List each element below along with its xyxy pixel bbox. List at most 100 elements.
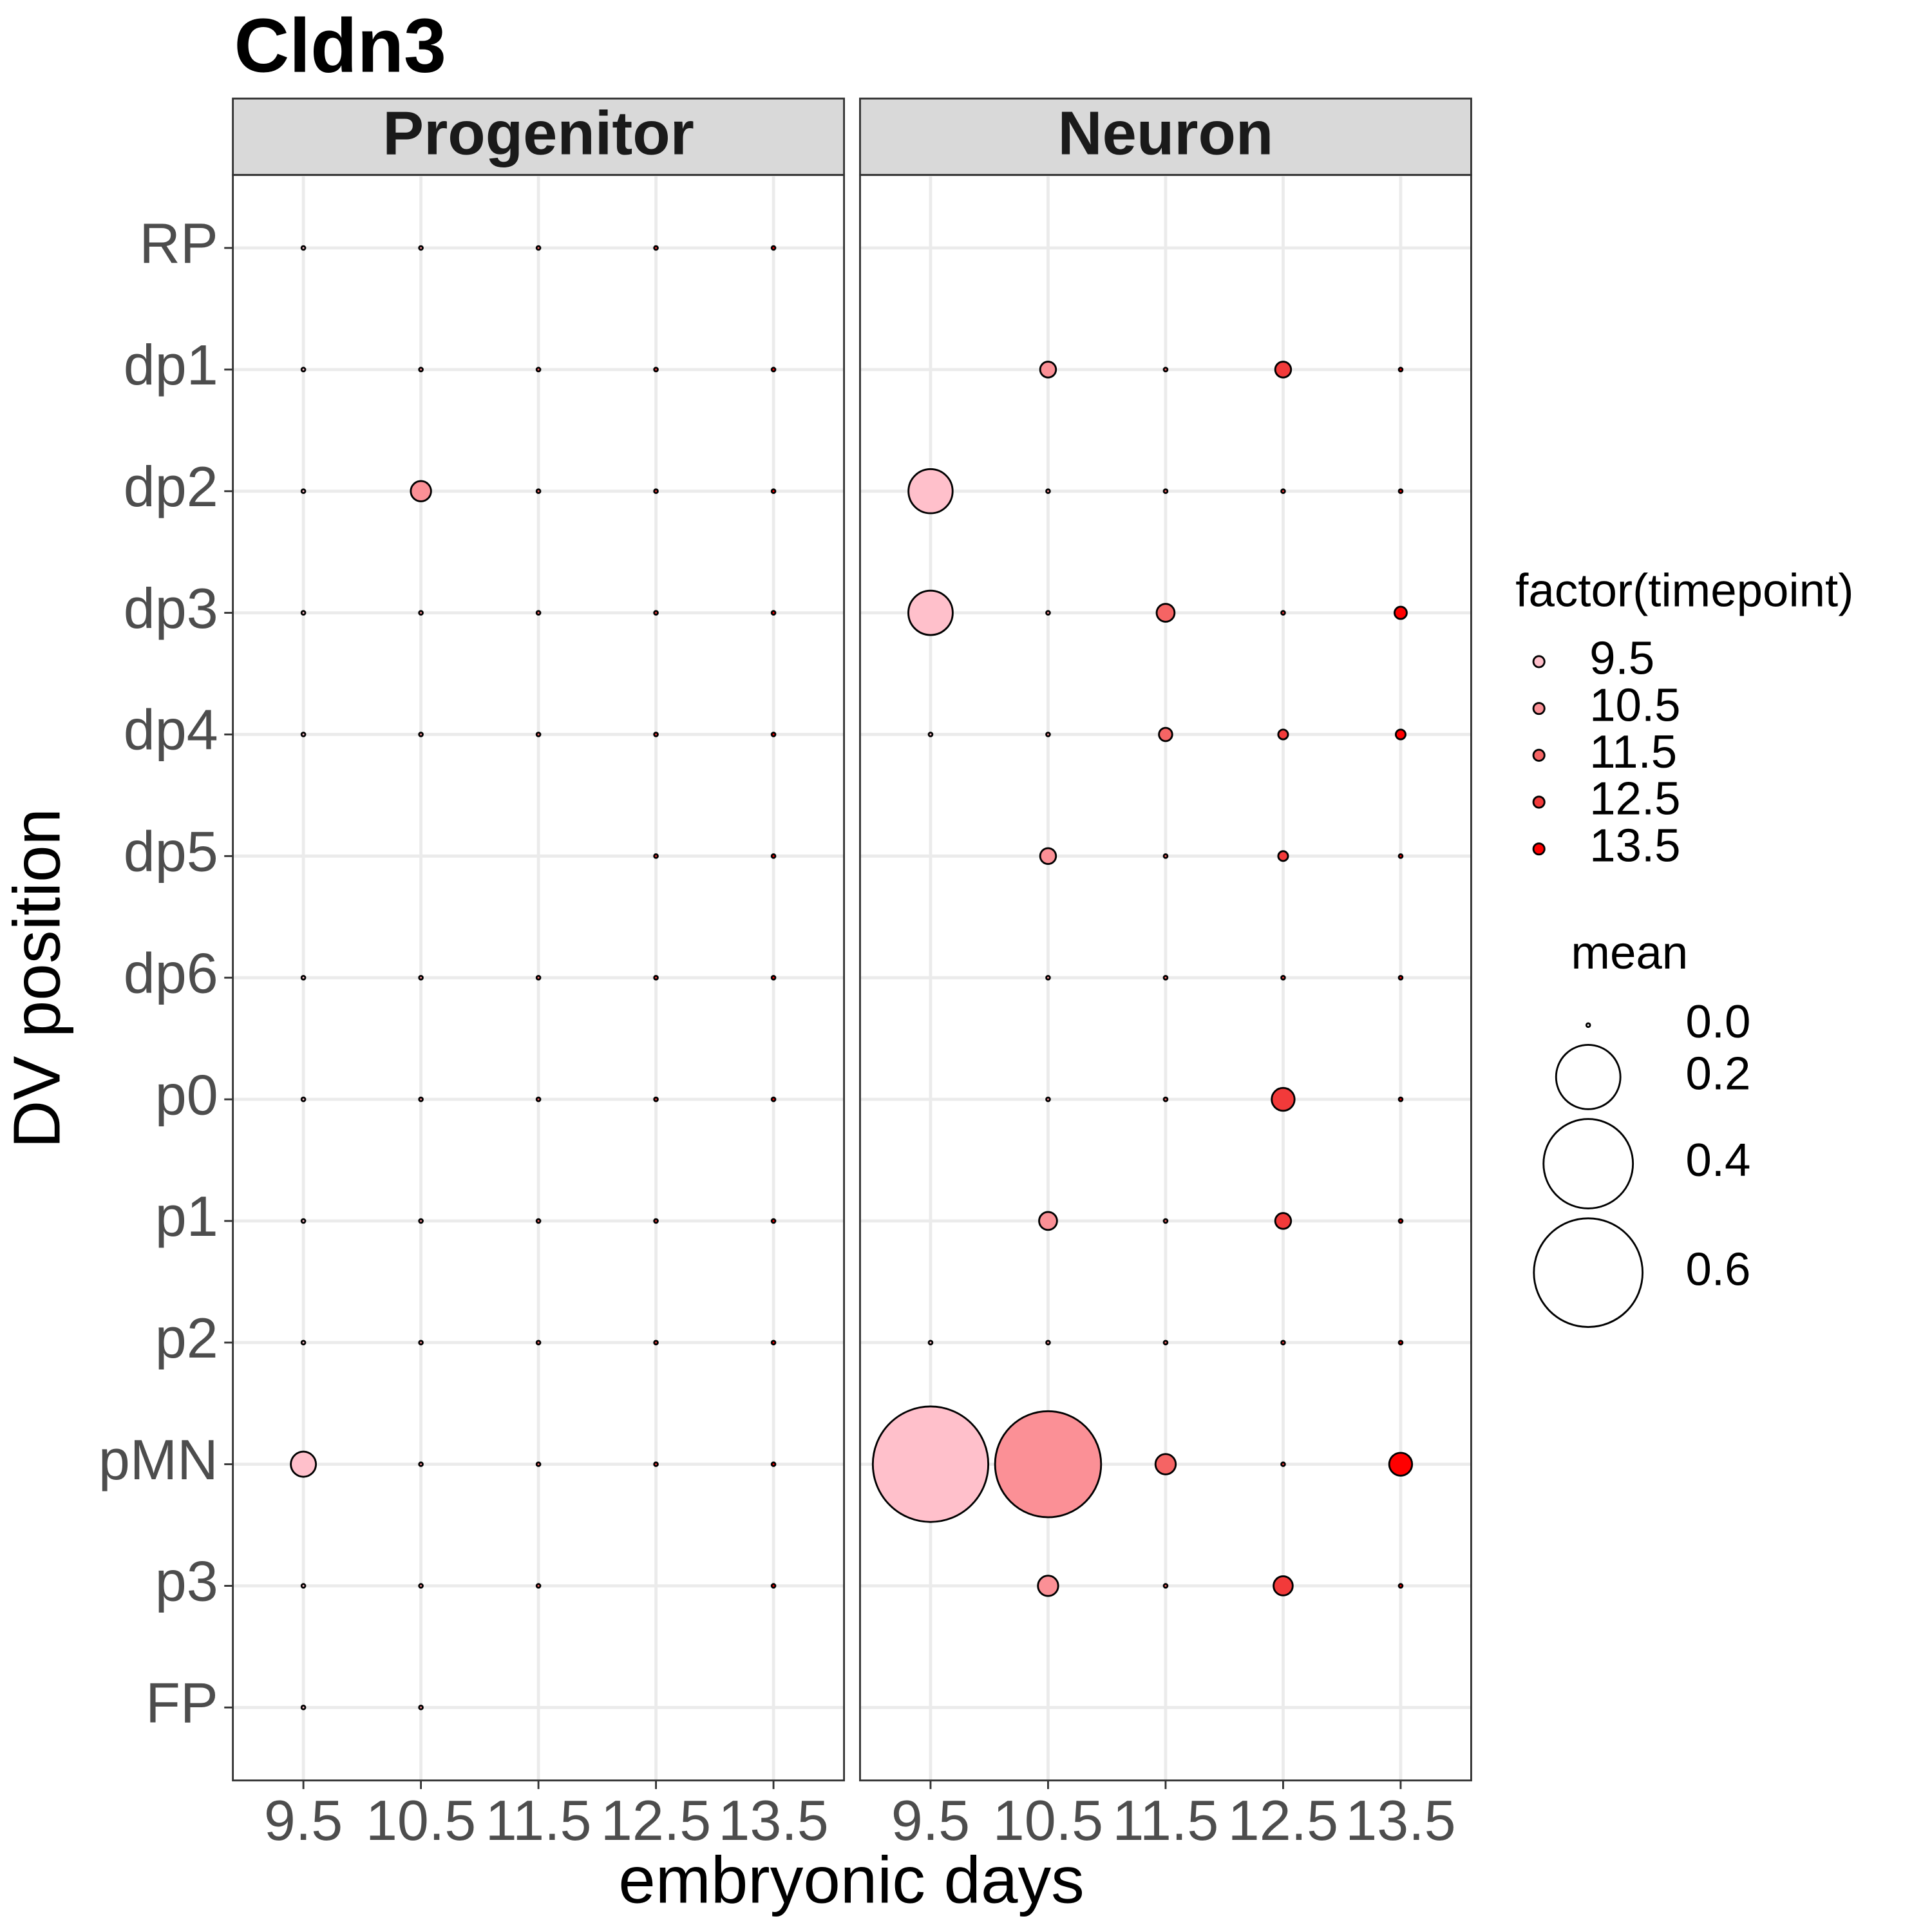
y-tick-label: dp6 — [124, 941, 218, 1005]
bubble — [1039, 361, 1057, 379]
bubble — [418, 1340, 424, 1346]
y-tick-label: pMN — [99, 1428, 218, 1492]
bubble — [1397, 1583, 1404, 1589]
bubble — [418, 974, 424, 981]
bubble — [1274, 361, 1293, 379]
bubble — [653, 1218, 659, 1224]
bubble — [653, 853, 659, 859]
strip-label: Progenitor — [383, 99, 694, 168]
bubble — [653, 974, 659, 981]
y-tick-label: dp4 — [124, 698, 218, 762]
strip — [232, 97, 846, 176]
legend-title: mean — [1571, 927, 1688, 979]
panel-border — [859, 174, 1472, 1782]
bubble — [418, 732, 424, 737]
size-legend-key — [1542, 1118, 1634, 1209]
size-legend-key — [1555, 1044, 1622, 1110]
bubble — [770, 1583, 777, 1589]
bubble — [1162, 1340, 1169, 1346]
bubble — [653, 245, 659, 251]
bubble — [653, 1096, 659, 1103]
bubble — [907, 589, 954, 636]
bubble — [1397, 974, 1404, 981]
bubble — [300, 732, 307, 737]
y-tick-label: p0 — [155, 1063, 218, 1126]
bubble — [535, 488, 542, 495]
bubble — [1388, 1452, 1414, 1477]
legend-label: 9.5 — [1589, 632, 1654, 685]
bubble — [1162, 1583, 1169, 1589]
y-tick-label: dp2 — [124, 455, 218, 518]
size-legend-key — [1585, 1022, 1591, 1028]
bubble — [1038, 1211, 1058, 1231]
bubble — [1271, 1086, 1296, 1112]
strip-label: Neuron — [1058, 99, 1274, 168]
bubble — [1273, 1575, 1294, 1596]
bubble — [770, 1340, 777, 1346]
bubble — [290, 1450, 317, 1478]
bubble — [1045, 1096, 1051, 1103]
size-legend-label: 0.2 — [1685, 1048, 1750, 1100]
bubble — [300, 1096, 307, 1103]
bubble — [1162, 974, 1169, 981]
x-tick-label: 11.5 — [486, 1788, 592, 1852]
bubble — [300, 1705, 307, 1710]
y-tick-label: dp1 — [124, 333, 218, 397]
bubble — [418, 610, 424, 616]
bubble — [770, 610, 777, 616]
x-tick-label: 10.5 — [366, 1788, 476, 1852]
bubble — [535, 1461, 542, 1467]
bubble — [1039, 847, 1057, 866]
bubble — [1162, 853, 1169, 859]
x-tick-label: 13.5 — [718, 1788, 828, 1852]
bubble — [535, 245, 542, 251]
y-tick-label: FP — [146, 1671, 218, 1735]
bubble — [1394, 728, 1406, 741]
bubble — [1397, 1218, 1404, 1224]
bubble — [1277, 728, 1289, 741]
y-tick-label: p3 — [155, 1549, 218, 1613]
x-tick-label: 10.5 — [993, 1788, 1103, 1852]
size-legend-label: 0.6 — [1685, 1243, 1750, 1295]
x-tick-label: 9.5 — [264, 1788, 343, 1852]
bubble — [1397, 1096, 1404, 1103]
bubble — [653, 732, 659, 737]
bubble — [1277, 850, 1289, 862]
bubble — [653, 1461, 659, 1467]
size-legend-label: 0.4 — [1685, 1134, 1750, 1186]
bubble — [1045, 610, 1051, 616]
bubble — [300, 245, 307, 251]
legend-label: 12.5 — [1589, 773, 1680, 825]
y-tick-label: dp5 — [124, 820, 218, 884]
bubble — [1280, 974, 1286, 981]
bubble — [770, 732, 777, 737]
bubble — [1280, 610, 1286, 616]
bubble — [1045, 488, 1051, 495]
bubble — [770, 1218, 777, 1224]
legend-label: 10.5 — [1589, 679, 1680, 731]
bubble — [1397, 1340, 1404, 1346]
y-tick-label: dp3 — [124, 576, 218, 640]
legend-label: 11.5 — [1589, 726, 1677, 778]
bubble — [1037, 1575, 1059, 1597]
legend-key — [1532, 655, 1546, 668]
bubble — [1045, 1340, 1051, 1346]
bubble — [1155, 603, 1176, 623]
strip — [859, 97, 1472, 176]
bubble — [770, 366, 777, 373]
legend-key — [1532, 842, 1546, 856]
bubble — [653, 1340, 659, 1346]
bubble — [300, 610, 307, 616]
bubble — [418, 1583, 424, 1589]
bubble — [1397, 366, 1404, 373]
bubble — [871, 1405, 990, 1523]
bubble — [1397, 488, 1404, 495]
size-legend-key — [1533, 1217, 1644, 1328]
bubble — [300, 488, 307, 495]
bubble — [418, 1218, 424, 1224]
x-tick-label: 13.5 — [1345, 1788, 1455, 1852]
legend-key — [1532, 748, 1546, 762]
legend-title: factor(timepoint) — [1515, 564, 1853, 616]
